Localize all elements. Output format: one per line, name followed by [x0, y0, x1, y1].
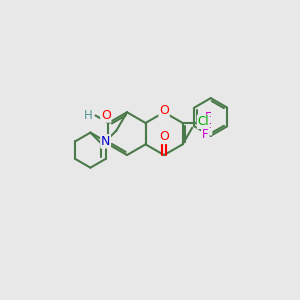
Text: F: F: [205, 122, 211, 135]
Text: O: O: [159, 104, 169, 117]
Text: F: F: [202, 128, 208, 141]
Text: N: N: [101, 135, 110, 148]
Text: H: H: [84, 109, 92, 122]
Text: O: O: [101, 109, 111, 122]
Text: F: F: [205, 111, 211, 124]
Text: Cl: Cl: [197, 116, 209, 128]
Text: O: O: [159, 130, 169, 143]
